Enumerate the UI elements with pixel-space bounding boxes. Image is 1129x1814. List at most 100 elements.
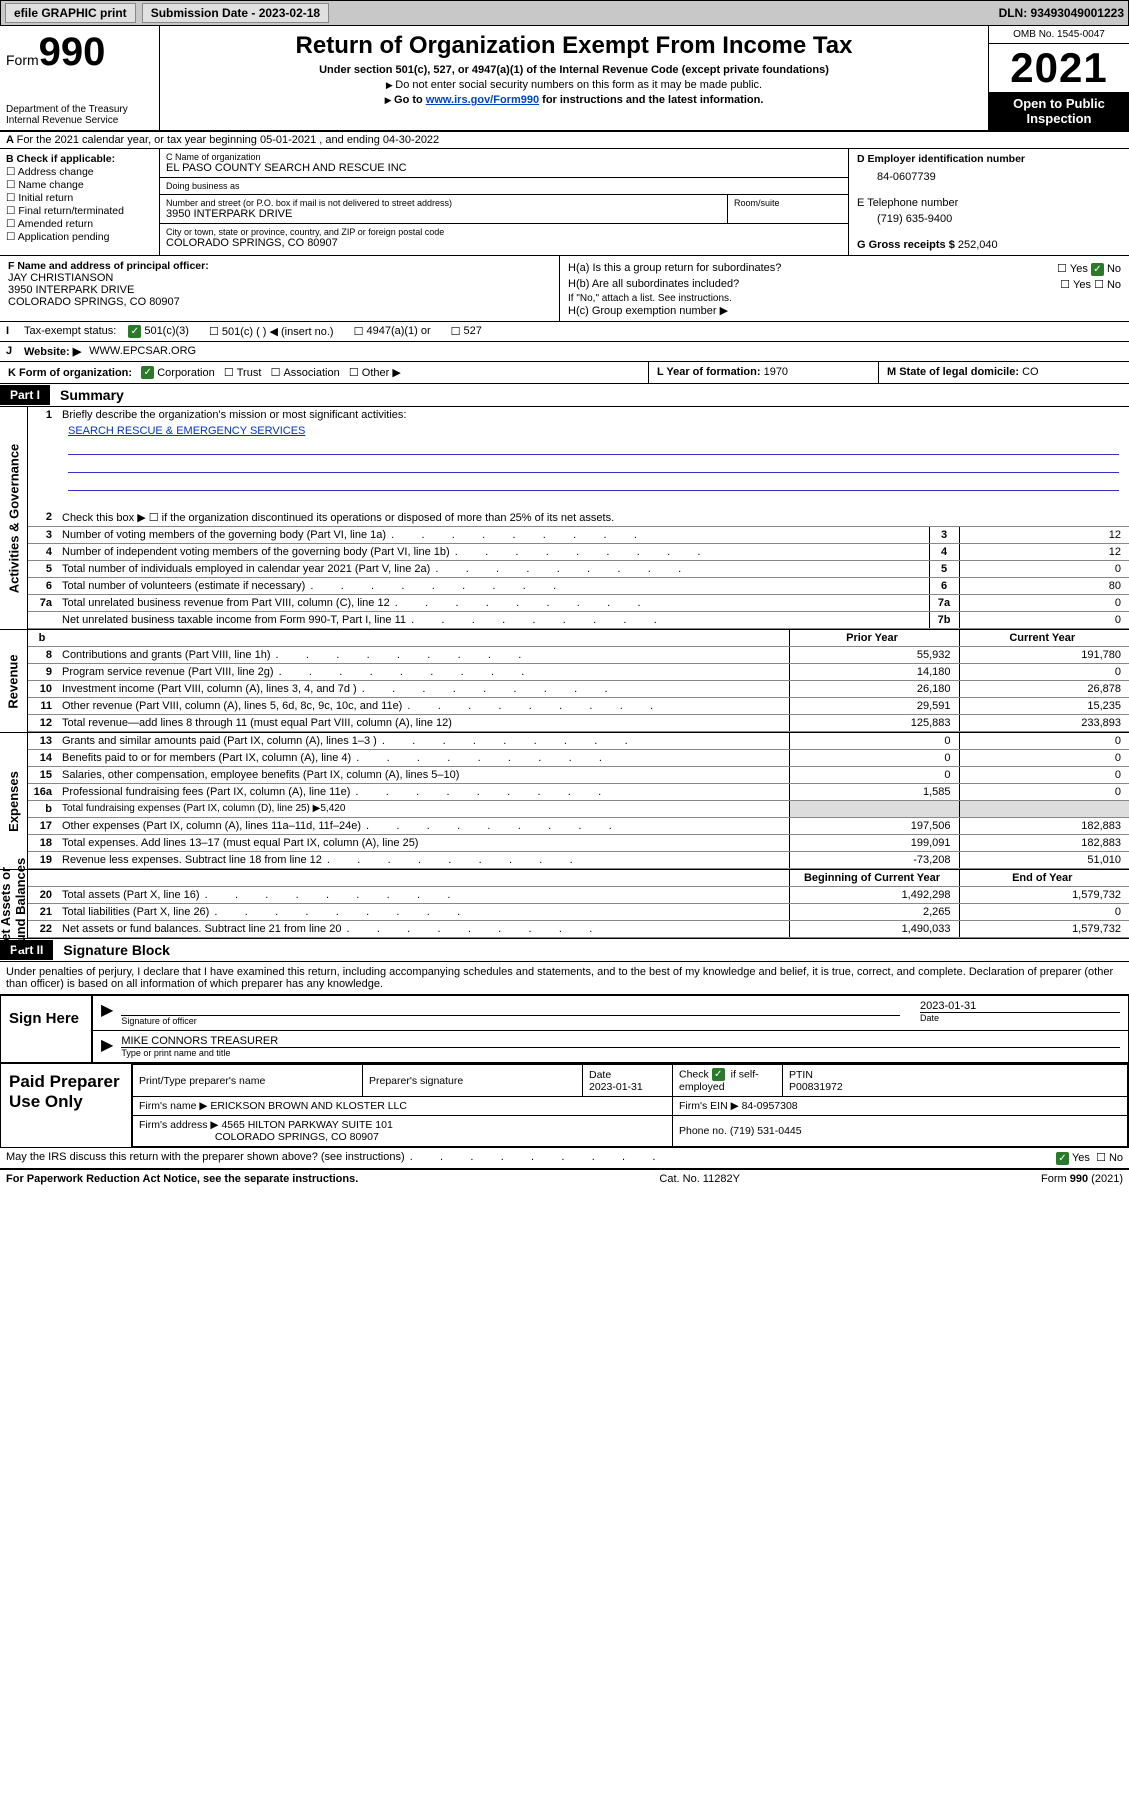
e16b-c <box>959 801 1129 818</box>
e16b-p <box>789 801 959 818</box>
opt-assoc[interactable]: Association <box>283 367 339 379</box>
prep-h2: Preparer's signature <box>363 1065 583 1097</box>
discuss-yes[interactable]: Yes <box>1072 1152 1090 1164</box>
sig-date-label: Date <box>920 1013 1120 1023</box>
gross-value: 252,040 <box>958 239 998 251</box>
g7a-n: 7a <box>28 595 58 612</box>
street-label: Number and street (or P.O. box if mail i… <box>166 198 721 208</box>
dba-label: Doing business as <box>166 181 842 191</box>
cb-amended[interactable]: Amended return <box>6 218 153 230</box>
na21-d: Total liabilities (Part X, line 26) <box>58 904 789 921</box>
e13-d: Grants and similar amounts paid (Part IX… <box>58 733 789 750</box>
r11-c: 15,235 <box>959 698 1129 715</box>
e17-c: 182,883 <box>959 818 1129 835</box>
e19-c: 51,010 <box>959 852 1129 869</box>
e15-c: 0 <box>959 767 1129 784</box>
g7a-d: Total unrelated business revenue from Pa… <box>58 595 929 612</box>
irs-link[interactable]: www.irs.gov/Form990 <box>426 94 539 106</box>
g4-n: 4 <box>28 544 58 561</box>
g7b-l: 7b <box>929 612 959 629</box>
e18-n: 18 <box>28 835 58 852</box>
opt-other[interactable]: Other ▶ <box>362 367 401 379</box>
g6-l: 6 <box>929 578 959 595</box>
g7a-l: 7a <box>929 595 959 612</box>
year-formation: 1970 <box>764 366 788 378</box>
e19-n: 19 <box>28 852 58 869</box>
ha-options: Yes ✓No <box>1057 262 1121 276</box>
opt-4947[interactable]: 4947(a)(1) or <box>366 325 430 337</box>
col-c: C Name of organization EL PASO COUNTY SE… <box>160 149 849 255</box>
sig-name: MIKE CONNORS TREASURER <box>121 1035 1120 1048</box>
omb-number: OMB No. 1545-0047 <box>989 26 1129 44</box>
phone-label: E Telephone number <box>857 197 1121 209</box>
e13-p: 0 <box>789 733 959 750</box>
r11-d: Other revenue (Part VIII, column (A), li… <box>58 698 789 715</box>
q1: Briefly describe the organization's miss… <box>58 407 1129 423</box>
na22-n: 22 <box>28 921 58 938</box>
row-j: J Website: ▶ WWW.EPCSAR.ORG <box>0 342 1129 362</box>
cb-address-change[interactable]: Address change <box>6 166 153 178</box>
form-org-label: K Form of organization: <box>8 367 132 379</box>
na22-c: 1,579,732 <box>959 921 1129 938</box>
cb-name-change[interactable]: Name change <box>6 179 153 191</box>
penalty-text: Under penalties of perjury, I declare th… <box>0 962 1129 994</box>
row-i: I Tax-exempt status: ✓501(c)(3) 501(c) (… <box>0 322 1129 342</box>
discuss-no[interactable]: No <box>1109 1152 1123 1164</box>
e16a-n: 16a <box>28 784 58 801</box>
g6-d: Total number of volunteers (estimate if … <box>58 578 929 595</box>
gross-receipts: G Gross receipts $ 252,040 <box>857 239 1121 251</box>
prep-h4: Check ✓ if self-employed <box>673 1065 783 1097</box>
opt-527[interactable]: 527 <box>464 325 482 337</box>
form-num: 990 <box>39 30 106 74</box>
street-value: 3950 INTERPARK DRIVE <box>166 208 721 220</box>
efile-button[interactable]: efile GRAPHIC print <box>5 3 136 23</box>
part1-header: Part I Summary <box>0 384 1129 407</box>
g7b-n <box>28 612 58 629</box>
e16a-d: Professional fundraising fees (Part IX, … <box>58 784 789 801</box>
e18-d: Total expenses. Add lines 13–17 (must eq… <box>58 835 789 852</box>
na20-n: 20 <box>28 887 58 904</box>
firm-addr2: COLORADO SPRINGS, CO 80907 <box>215 1131 379 1143</box>
na21-c: 0 <box>959 904 1129 921</box>
opt-corp[interactable]: Corporation <box>157 367 214 379</box>
org-name: EL PASO COUNTY SEARCH AND RESCUE INC <box>166 162 842 174</box>
sig-name-label: Type or print name and title <box>121 1048 1120 1058</box>
r10-n: 10 <box>28 681 58 698</box>
form-label: Form <box>6 52 39 68</box>
prep-date: 2023-01-31 <box>589 1081 643 1093</box>
g7b-d: Net unrelated business taxable income fr… <box>58 612 929 629</box>
hb-label: H(b) Are all subordinates included? <box>568 278 739 291</box>
discuss-row: May the IRS discuss this return with the… <box>0 1148 1129 1169</box>
form-subtitle-2: Do not enter social security numbers on … <box>170 79 978 91</box>
check-icon: ✓ <box>141 366 154 379</box>
domicile-label: M State of legal domicile: <box>887 366 1019 378</box>
e19-d: Revenue less expenses. Subtract line 18 … <box>58 852 789 869</box>
cb-final-return[interactable]: Final return/terminated <box>6 205 153 217</box>
submission-button[interactable]: Submission Date - 2023-02-18 <box>142 3 329 23</box>
firm-phone: (719) 531-0445 <box>730 1125 802 1137</box>
g4-l: 4 <box>929 544 959 561</box>
e13-c: 0 <box>959 733 1129 750</box>
tax-year: 2021 <box>989 44 1129 92</box>
r11-n: 11 <box>28 698 58 715</box>
cb-initial-return[interactable]: Initial return <box>6 192 153 204</box>
opt-trust[interactable]: Trust <box>237 367 262 379</box>
firm-ein: 84-0957308 <box>742 1100 798 1112</box>
org-name-label: C Name of organization <box>166 152 842 162</box>
na20-c: 1,579,732 <box>959 887 1129 904</box>
opt-501c3[interactable]: 501(c)(3) <box>144 325 189 337</box>
discuss-text: May the IRS discuss this return with the… <box>6 1151 1056 1165</box>
year-formation-label: L Year of formation: <box>657 366 761 378</box>
opt-501c[interactable]: 501(c) ( ) ◀ (insert no.) <box>222 325 334 338</box>
col-b: B Check if applicable: Address change Na… <box>0 149 160 255</box>
form-header: Form990 Department of the Treasury Inter… <box>0 26 1129 132</box>
g7a-v: 0 <box>959 595 1129 612</box>
room-label: Room/suite <box>728 195 848 223</box>
col-b-header: B Check if applicable: <box>6 153 153 165</box>
form-subtitle-1: Under section 501(c), 527, or 4947(a)(1)… <box>170 64 978 76</box>
g7b-v: 0 <box>959 612 1129 629</box>
col-f: F Name and address of principal officer:… <box>0 256 560 321</box>
cb-application[interactable]: Application pending <box>6 231 153 243</box>
website-value[interactable]: WWW.EPCSAR.ORG <box>89 345 196 357</box>
g5-d: Total number of individuals employed in … <box>58 561 929 578</box>
